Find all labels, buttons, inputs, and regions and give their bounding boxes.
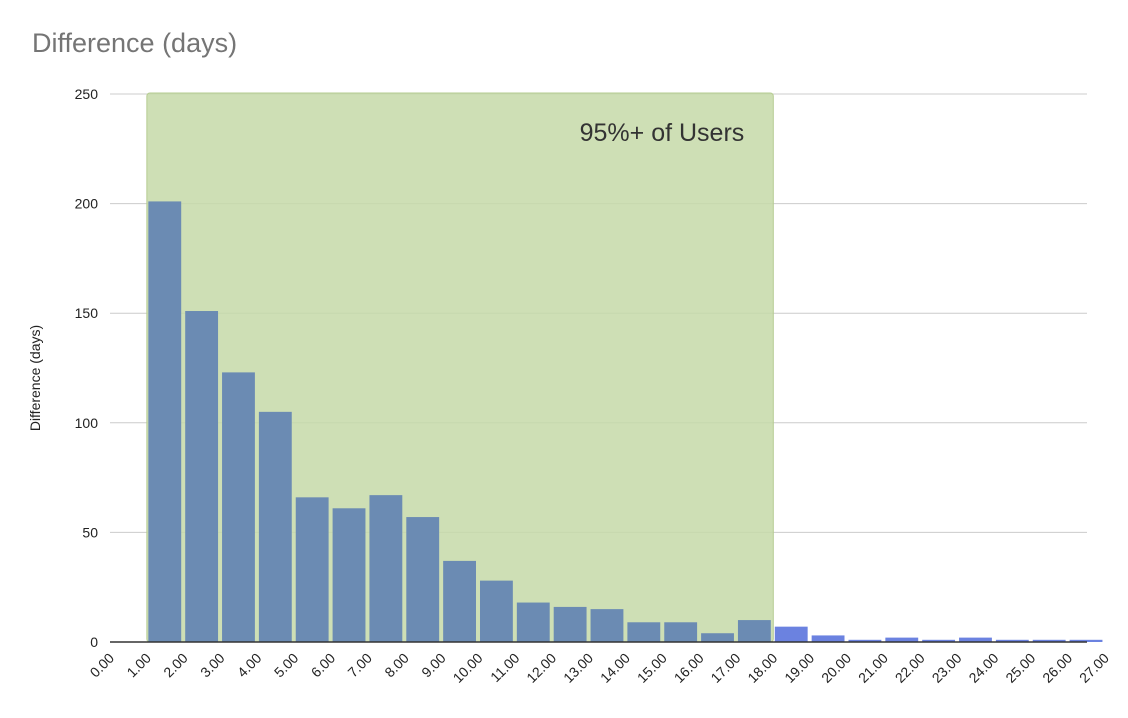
bar — [627, 622, 661, 642]
y-tick-label: 150 — [75, 305, 99, 321]
x-tick-label: 4.00 — [234, 650, 265, 681]
bar — [295, 497, 329, 642]
x-tick-label: 19.00 — [781, 650, 817, 686]
x-tick-label: 10.00 — [450, 650, 486, 686]
x-tick-label: 3.00 — [197, 650, 228, 681]
x-tick-label: 22.00 — [892, 650, 928, 686]
bar — [959, 637, 992, 642]
bar — [737, 620, 771, 642]
bar — [774, 626, 808, 642]
x-tick-label: 18.00 — [744, 650, 780, 686]
bar — [480, 580, 513, 642]
y-axis-label: Difference (days) — [27, 325, 43, 431]
x-tick-label: 7.00 — [344, 650, 375, 681]
bar — [185, 311, 219, 642]
bar — [1032, 639, 1066, 642]
x-tick-label: 23.00 — [929, 650, 965, 686]
x-tick-label: 21.00 — [855, 650, 891, 686]
x-tick-label: 20.00 — [818, 650, 854, 686]
x-tick-label: 27.00 — [1076, 650, 1112, 686]
y-tick-label: 50 — [82, 524, 98, 540]
y-tick-label: 200 — [75, 196, 99, 212]
x-tick-label: 15.00 — [634, 650, 670, 686]
y-tick-label: 250 — [75, 86, 99, 102]
bar — [222, 372, 255, 642]
x-tick-label: 5.00 — [271, 650, 302, 681]
bar — [995, 639, 1029, 642]
y-tick-label: 0 — [90, 634, 98, 650]
bar — [553, 606, 587, 642]
bar — [701, 633, 734, 642]
x-tick-label: 25.00 — [1002, 650, 1038, 686]
x-tick-label: 1.00 — [123, 650, 154, 681]
x-tick-label: 6.00 — [308, 650, 339, 681]
x-tick-label: 14.00 — [597, 650, 633, 686]
bar — [258, 411, 292, 642]
chart-title: Difference (days) — [32, 28, 238, 58]
bar — [664, 622, 698, 642]
x-tick-label: 17.00 — [707, 650, 743, 686]
x-tick-label: 8.00 — [381, 650, 412, 681]
highlight-annotation: 95%+ of Users — [580, 119, 745, 147]
x-tick-label: 16.00 — [671, 650, 707, 686]
x-tick-label: 12.00 — [523, 650, 559, 686]
bar — [148, 201, 182, 642]
x-tick-label: 9.00 — [418, 650, 449, 681]
bar — [443, 560, 476, 642]
bar — [811, 635, 845, 642]
x-tick-label: 2.00 — [160, 650, 191, 681]
bar — [406, 517, 440, 642]
bar — [848, 639, 882, 642]
bar — [1069, 639, 1103, 642]
bar — [516, 602, 550, 642]
bar — [369, 495, 403, 642]
x-tick-label: 11.00 — [487, 650, 523, 686]
x-tick-label: 24.00 — [965, 650, 1001, 686]
bar — [922, 639, 956, 642]
bar — [590, 609, 624, 642]
x-tick-label: 26.00 — [1039, 650, 1075, 686]
bar — [885, 637, 919, 642]
x-tick-label: 13.00 — [560, 650, 596, 686]
x-tick-label: 0.00 — [87, 650, 118, 681]
y-tick-label: 100 — [75, 415, 99, 431]
bar — [332, 508, 366, 642]
